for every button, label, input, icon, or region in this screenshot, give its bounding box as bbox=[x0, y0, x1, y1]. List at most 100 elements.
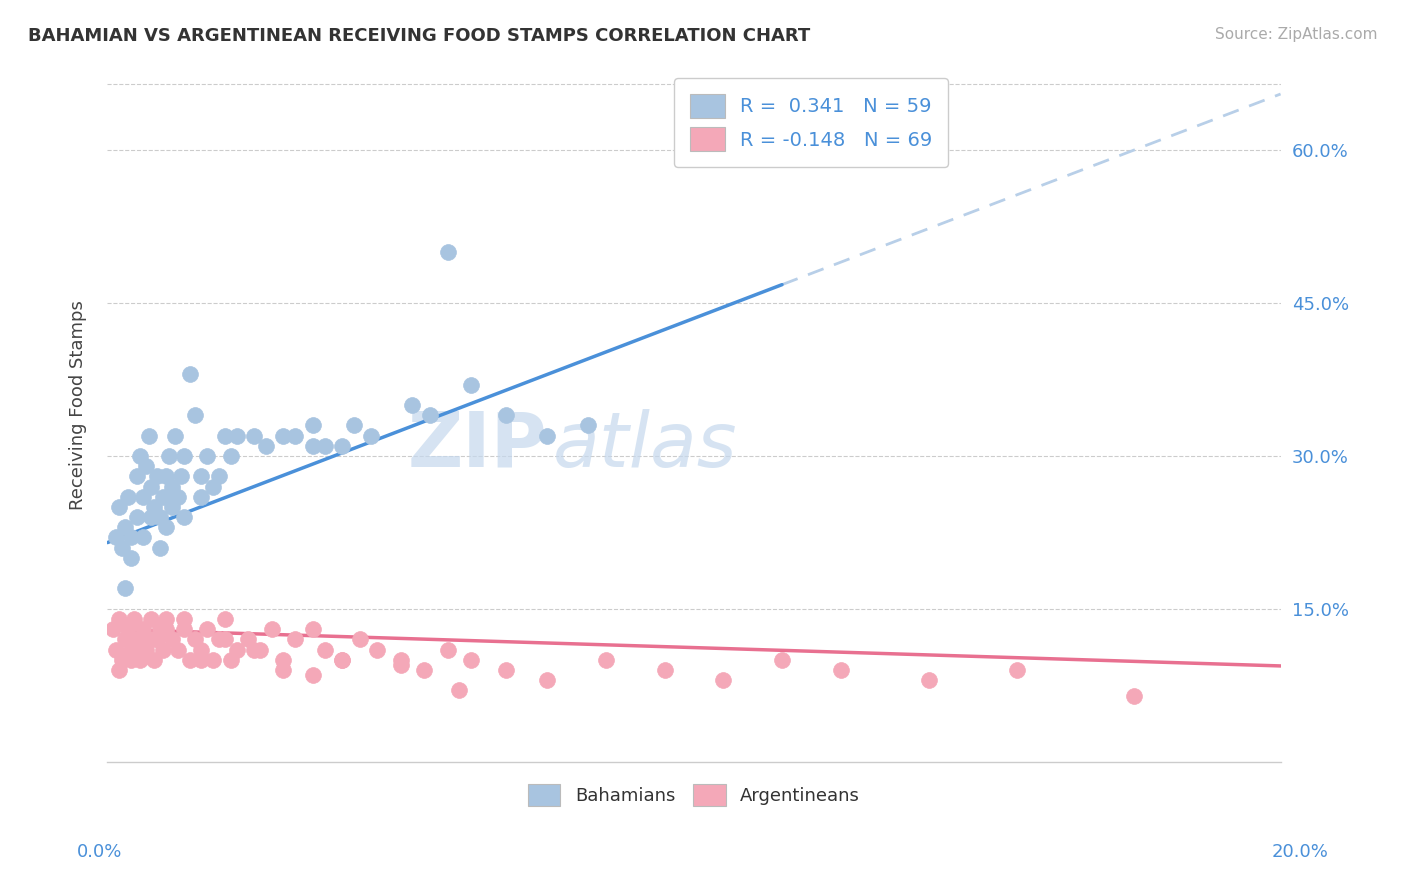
Point bbox=[273, 428, 295, 442]
Point bbox=[301, 418, 323, 433]
Point bbox=[105, 531, 128, 545]
Point bbox=[105, 642, 128, 657]
Point bbox=[536, 428, 558, 442]
Point bbox=[108, 612, 131, 626]
Text: ZIP: ZIP bbox=[408, 409, 547, 483]
Point bbox=[125, 510, 148, 524]
Point bbox=[179, 653, 201, 667]
Point bbox=[103, 622, 125, 636]
Point bbox=[389, 653, 412, 667]
Point bbox=[141, 479, 163, 493]
Point bbox=[254, 439, 277, 453]
Point bbox=[225, 428, 247, 442]
Text: Receiving Food Stamps: Receiving Food Stamps bbox=[69, 300, 87, 510]
Point bbox=[917, 673, 939, 688]
Point bbox=[111, 653, 134, 667]
Point bbox=[495, 408, 517, 422]
Point bbox=[243, 428, 266, 442]
Point bbox=[149, 541, 172, 555]
Point bbox=[208, 632, 231, 647]
Point bbox=[301, 668, 323, 682]
Point bbox=[152, 642, 174, 657]
Point bbox=[830, 663, 852, 677]
Point bbox=[413, 663, 436, 677]
Point bbox=[173, 622, 195, 636]
Point bbox=[214, 612, 236, 626]
Point bbox=[155, 622, 177, 636]
Point bbox=[273, 663, 295, 677]
Point bbox=[138, 428, 160, 442]
Point bbox=[135, 459, 157, 474]
Point bbox=[360, 428, 382, 442]
Point bbox=[249, 642, 271, 657]
Point bbox=[170, 469, 193, 483]
Point bbox=[160, 479, 183, 493]
Point bbox=[131, 490, 153, 504]
Point bbox=[131, 531, 153, 545]
Point bbox=[117, 622, 139, 636]
Point bbox=[260, 622, 283, 636]
Point bbox=[460, 653, 482, 667]
Point bbox=[120, 642, 142, 657]
Point bbox=[330, 653, 353, 667]
Point bbox=[146, 632, 169, 647]
Point bbox=[284, 632, 307, 647]
Point bbox=[195, 449, 218, 463]
Point bbox=[173, 449, 195, 463]
Point bbox=[1123, 689, 1146, 703]
Point bbox=[131, 622, 153, 636]
Point bbox=[111, 541, 134, 555]
Text: atlas: atlas bbox=[553, 409, 738, 483]
Point bbox=[419, 408, 441, 422]
Point bbox=[536, 673, 558, 688]
Point bbox=[173, 510, 195, 524]
Text: Source: ZipAtlas.com: Source: ZipAtlas.com bbox=[1215, 27, 1378, 42]
Point bbox=[167, 490, 190, 504]
Legend: Bahamians, Argentineans: Bahamians, Argentineans bbox=[519, 775, 869, 815]
Point bbox=[167, 642, 190, 657]
Point bbox=[128, 653, 150, 667]
Text: BAHAMIAN VS ARGENTINEAN RECEIVING FOOD STAMPS CORRELATION CHART: BAHAMIAN VS ARGENTINEAN RECEIVING FOOD S… bbox=[28, 27, 810, 45]
Point bbox=[401, 398, 423, 412]
Point bbox=[449, 683, 471, 698]
Point bbox=[770, 653, 793, 667]
Point bbox=[436, 642, 458, 657]
Text: 20.0%: 20.0% bbox=[1272, 843, 1329, 861]
Point bbox=[389, 657, 412, 672]
Point bbox=[273, 653, 295, 667]
Point bbox=[184, 408, 207, 422]
Point bbox=[190, 490, 212, 504]
Point bbox=[711, 673, 734, 688]
Point bbox=[135, 642, 157, 657]
Point bbox=[120, 653, 142, 667]
Point bbox=[146, 469, 169, 483]
Point bbox=[314, 439, 336, 453]
Point bbox=[214, 428, 236, 442]
Point bbox=[131, 642, 153, 657]
Point bbox=[1005, 663, 1028, 677]
Point bbox=[349, 632, 371, 647]
Point bbox=[122, 612, 145, 626]
Point bbox=[173, 612, 195, 626]
Point bbox=[141, 612, 163, 626]
Point bbox=[114, 582, 136, 596]
Point bbox=[155, 612, 177, 626]
Point bbox=[114, 632, 136, 647]
Point bbox=[238, 632, 260, 647]
Point bbox=[120, 531, 142, 545]
Point bbox=[152, 490, 174, 504]
Point bbox=[202, 653, 225, 667]
Point bbox=[125, 469, 148, 483]
Point bbox=[108, 500, 131, 514]
Point bbox=[314, 642, 336, 657]
Point bbox=[117, 490, 139, 504]
Point bbox=[184, 632, 207, 647]
Point bbox=[219, 653, 242, 667]
Point bbox=[120, 550, 142, 565]
Text: 0.0%: 0.0% bbox=[77, 843, 122, 861]
Point bbox=[190, 642, 212, 657]
Point bbox=[190, 653, 212, 667]
Point bbox=[301, 622, 323, 636]
Point bbox=[149, 622, 172, 636]
Point bbox=[141, 510, 163, 524]
